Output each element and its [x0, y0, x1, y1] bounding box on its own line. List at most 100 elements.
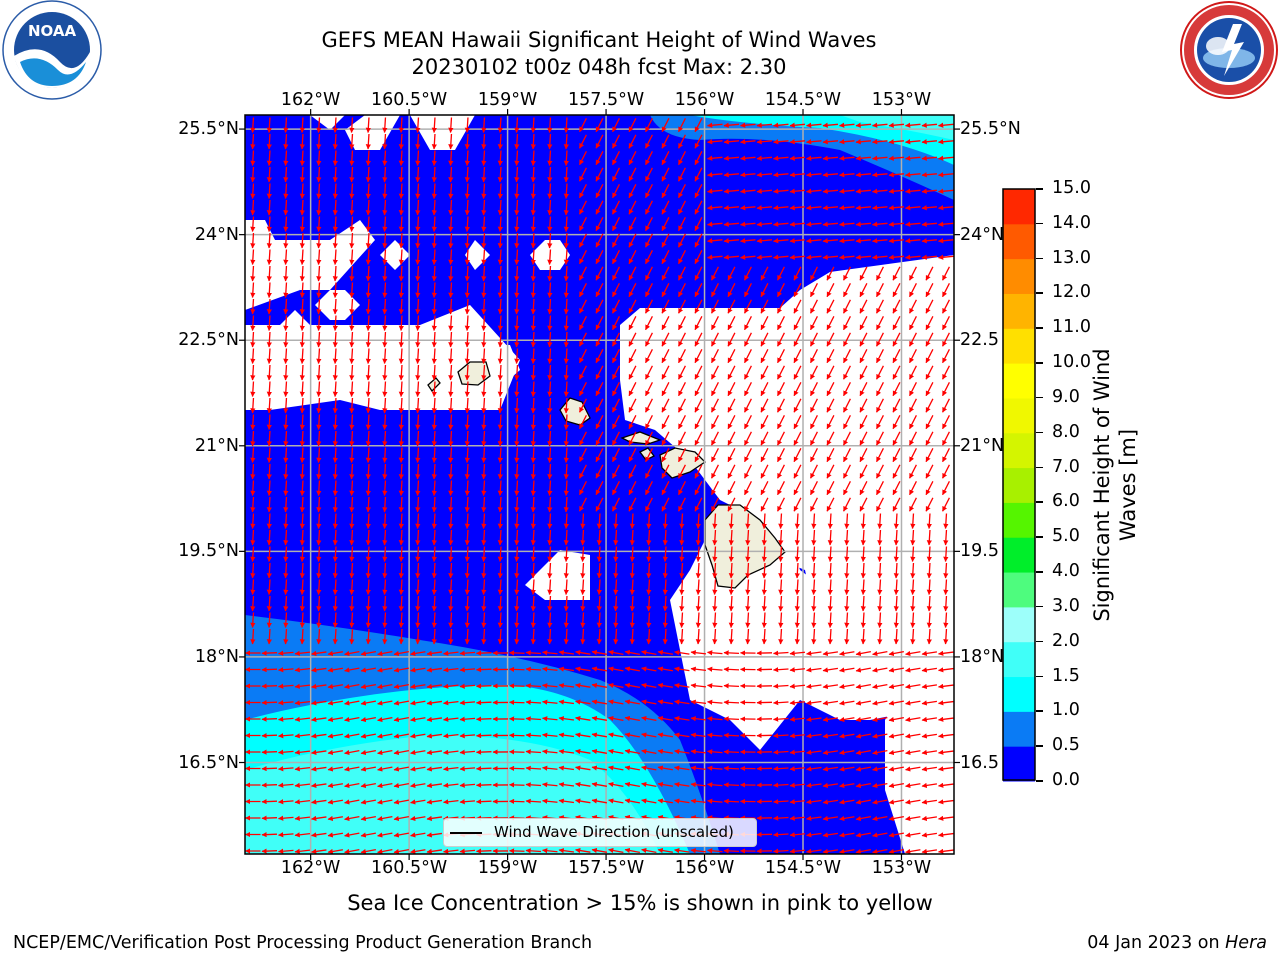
colorbar-tick-label: 4.0: [1052, 561, 1080, 582]
wave-direction-arrow: [810, 299, 818, 314]
wave-direction-arrow: [349, 282, 355, 299]
wave-direction-arrow: [464, 133, 470, 150]
wave-direction-arrow: [415, 199, 421, 216]
colorbar-tick-mark: [1036, 710, 1043, 712]
wave-direction-arrow: [547, 199, 553, 216]
wave-direction-arrow: [530, 331, 536, 348]
wave-direction-arrow: [431, 331, 437, 348]
wave-direction-arrow: [793, 266, 802, 281]
wave-direction-arrow: [843, 299, 851, 314]
wave-direction-arrow: [876, 332, 884, 347]
wave-direction-arrow: [822, 188, 839, 194]
wave-direction-arrow: [872, 188, 888, 194]
wave-direction-arrow: [563, 150, 569, 167]
wave-direction-arrow: [628, 134, 637, 149]
wave-direction-arrow: [579, 250, 587, 265]
wave-direction-arrow: [365, 216, 371, 233]
wave-direction-arrow: [694, 233, 703, 248]
wave-direction-arrow: [793, 299, 802, 314]
wave-direction-arrow: [645, 200, 653, 215]
lon-tick-label: 157.5°W: [567, 858, 645, 878]
map-legend: Wind Wave Direction (unscaled): [443, 818, 757, 847]
colorbar-tick-mark: [1036, 536, 1043, 538]
wave-direction-arrow: [497, 348, 503, 365]
wave-direction-arrow: [839, 254, 855, 260]
wave-direction-arrow: [822, 155, 839, 161]
wave-direction-arrow: [398, 199, 404, 216]
wave-direction-arrow: [497, 331, 503, 348]
lon-tick-label: 159°W: [477, 858, 538, 878]
wave-direction-arrow: [892, 266, 901, 281]
wave-direction-arrow: [707, 205, 723, 211]
lon-tick-label: 154.5°W: [764, 90, 842, 110]
wave-direction-arrow: [332, 298, 338, 315]
wave-direction-arrow: [332, 315, 338, 332]
wave-direction-arrow: [530, 265, 536, 282]
wave-direction-arrow: [628, 167, 637, 182]
wave-direction-arrow: [382, 282, 388, 299]
wave-direction-arrow: [365, 232, 371, 249]
lat-tick-label-right: 16.5: [960, 752, 999, 773]
colorbar-tick-label: 9.0: [1052, 386, 1080, 407]
wave-direction-arrow: [266, 331, 272, 348]
wave-direction-arrow: [579, 184, 587, 199]
wave-direction-arrow: [723, 798, 740, 804]
wave-direction-arrow: [464, 298, 470, 315]
colorbar-tick-label: 7.0: [1052, 456, 1080, 477]
wave-direction-arrow: [497, 117, 503, 134]
wave-direction-arrow: [789, 172, 806, 178]
wave-direction-arrow: [678, 233, 686, 248]
wave-direction-arrow: [481, 199, 487, 216]
wave-direction-arrow: [283, 199, 289, 216]
wave-direction-arrow: [431, 216, 437, 233]
wave-direction-arrow: [595, 332, 604, 347]
wave-direction-arrow: [316, 298, 322, 315]
wave-direction-arrow: [892, 332, 901, 347]
wave-direction-arrow: [678, 266, 686, 281]
wave-direction-arrow: [806, 205, 822, 211]
wave-direction-arrow: [612, 283, 620, 298]
colorbar-segment: [1003, 293, 1035, 329]
wave-direction-arrow: [810, 283, 818, 298]
credit-host: Hera: [1225, 933, 1267, 953]
wave-direction-arrow: [448, 331, 454, 348]
wave-direction-arrow: [707, 238, 723, 244]
wave-direction-arrow: [723, 139, 740, 145]
colorbar-tick-mark: [1036, 222, 1043, 225]
wave-direction-arrow: [464, 232, 470, 249]
wave-direction-arrow: [497, 133, 503, 150]
wave-direction-arrow: [723, 155, 740, 161]
wave-direction-arrow: [448, 133, 454, 150]
wave-direction-arrow: [349, 298, 355, 315]
wave-direction-arrow: [694, 118, 703, 133]
wave-direction-arrow: [497, 232, 503, 249]
wave-direction-arrow: [365, 348, 371, 365]
wave-direction-arrow: [843, 283, 851, 298]
wave-direction-arrow: [595, 217, 604, 232]
wave-direction-arrow: [661, 151, 670, 166]
wave-direction-arrow: [332, 183, 338, 200]
wave-direction-arrow: [645, 332, 653, 347]
wave-direction-arrow: [299, 216, 305, 233]
wave-direction-arrow: [843, 332, 851, 347]
wave-direction-arrow: [481, 315, 487, 332]
wave-direction-arrow: [760, 283, 769, 298]
wave-direction-arrow: [707, 221, 723, 227]
wave-direction-arrow: [530, 249, 536, 266]
wave-direction-arrow: [921, 139, 938, 145]
wave-direction-arrow: [645, 118, 653, 133]
wave-direction-arrow: [925, 332, 934, 347]
wave-direction-arrow: [707, 122, 723, 128]
wave-direction-arrow: [826, 349, 835, 364]
wave-direction-arrow: [773, 205, 789, 211]
lon-tick-label: 153°W: [871, 858, 932, 878]
wave-direction-arrow: [678, 134, 686, 149]
wave-direction-arrow: [921, 172, 938, 178]
wave-direction-arrow: [316, 331, 322, 348]
wave-direction-arrow: [723, 666, 740, 672]
colorbar-tick-label: 2.0: [1052, 630, 1080, 651]
wave-direction-arrow: [694, 266, 703, 281]
wave-direction-arrow: [448, 117, 454, 134]
wave-direction-arrow: [723, 765, 740, 771]
wave-direction-arrow: [382, 249, 388, 266]
